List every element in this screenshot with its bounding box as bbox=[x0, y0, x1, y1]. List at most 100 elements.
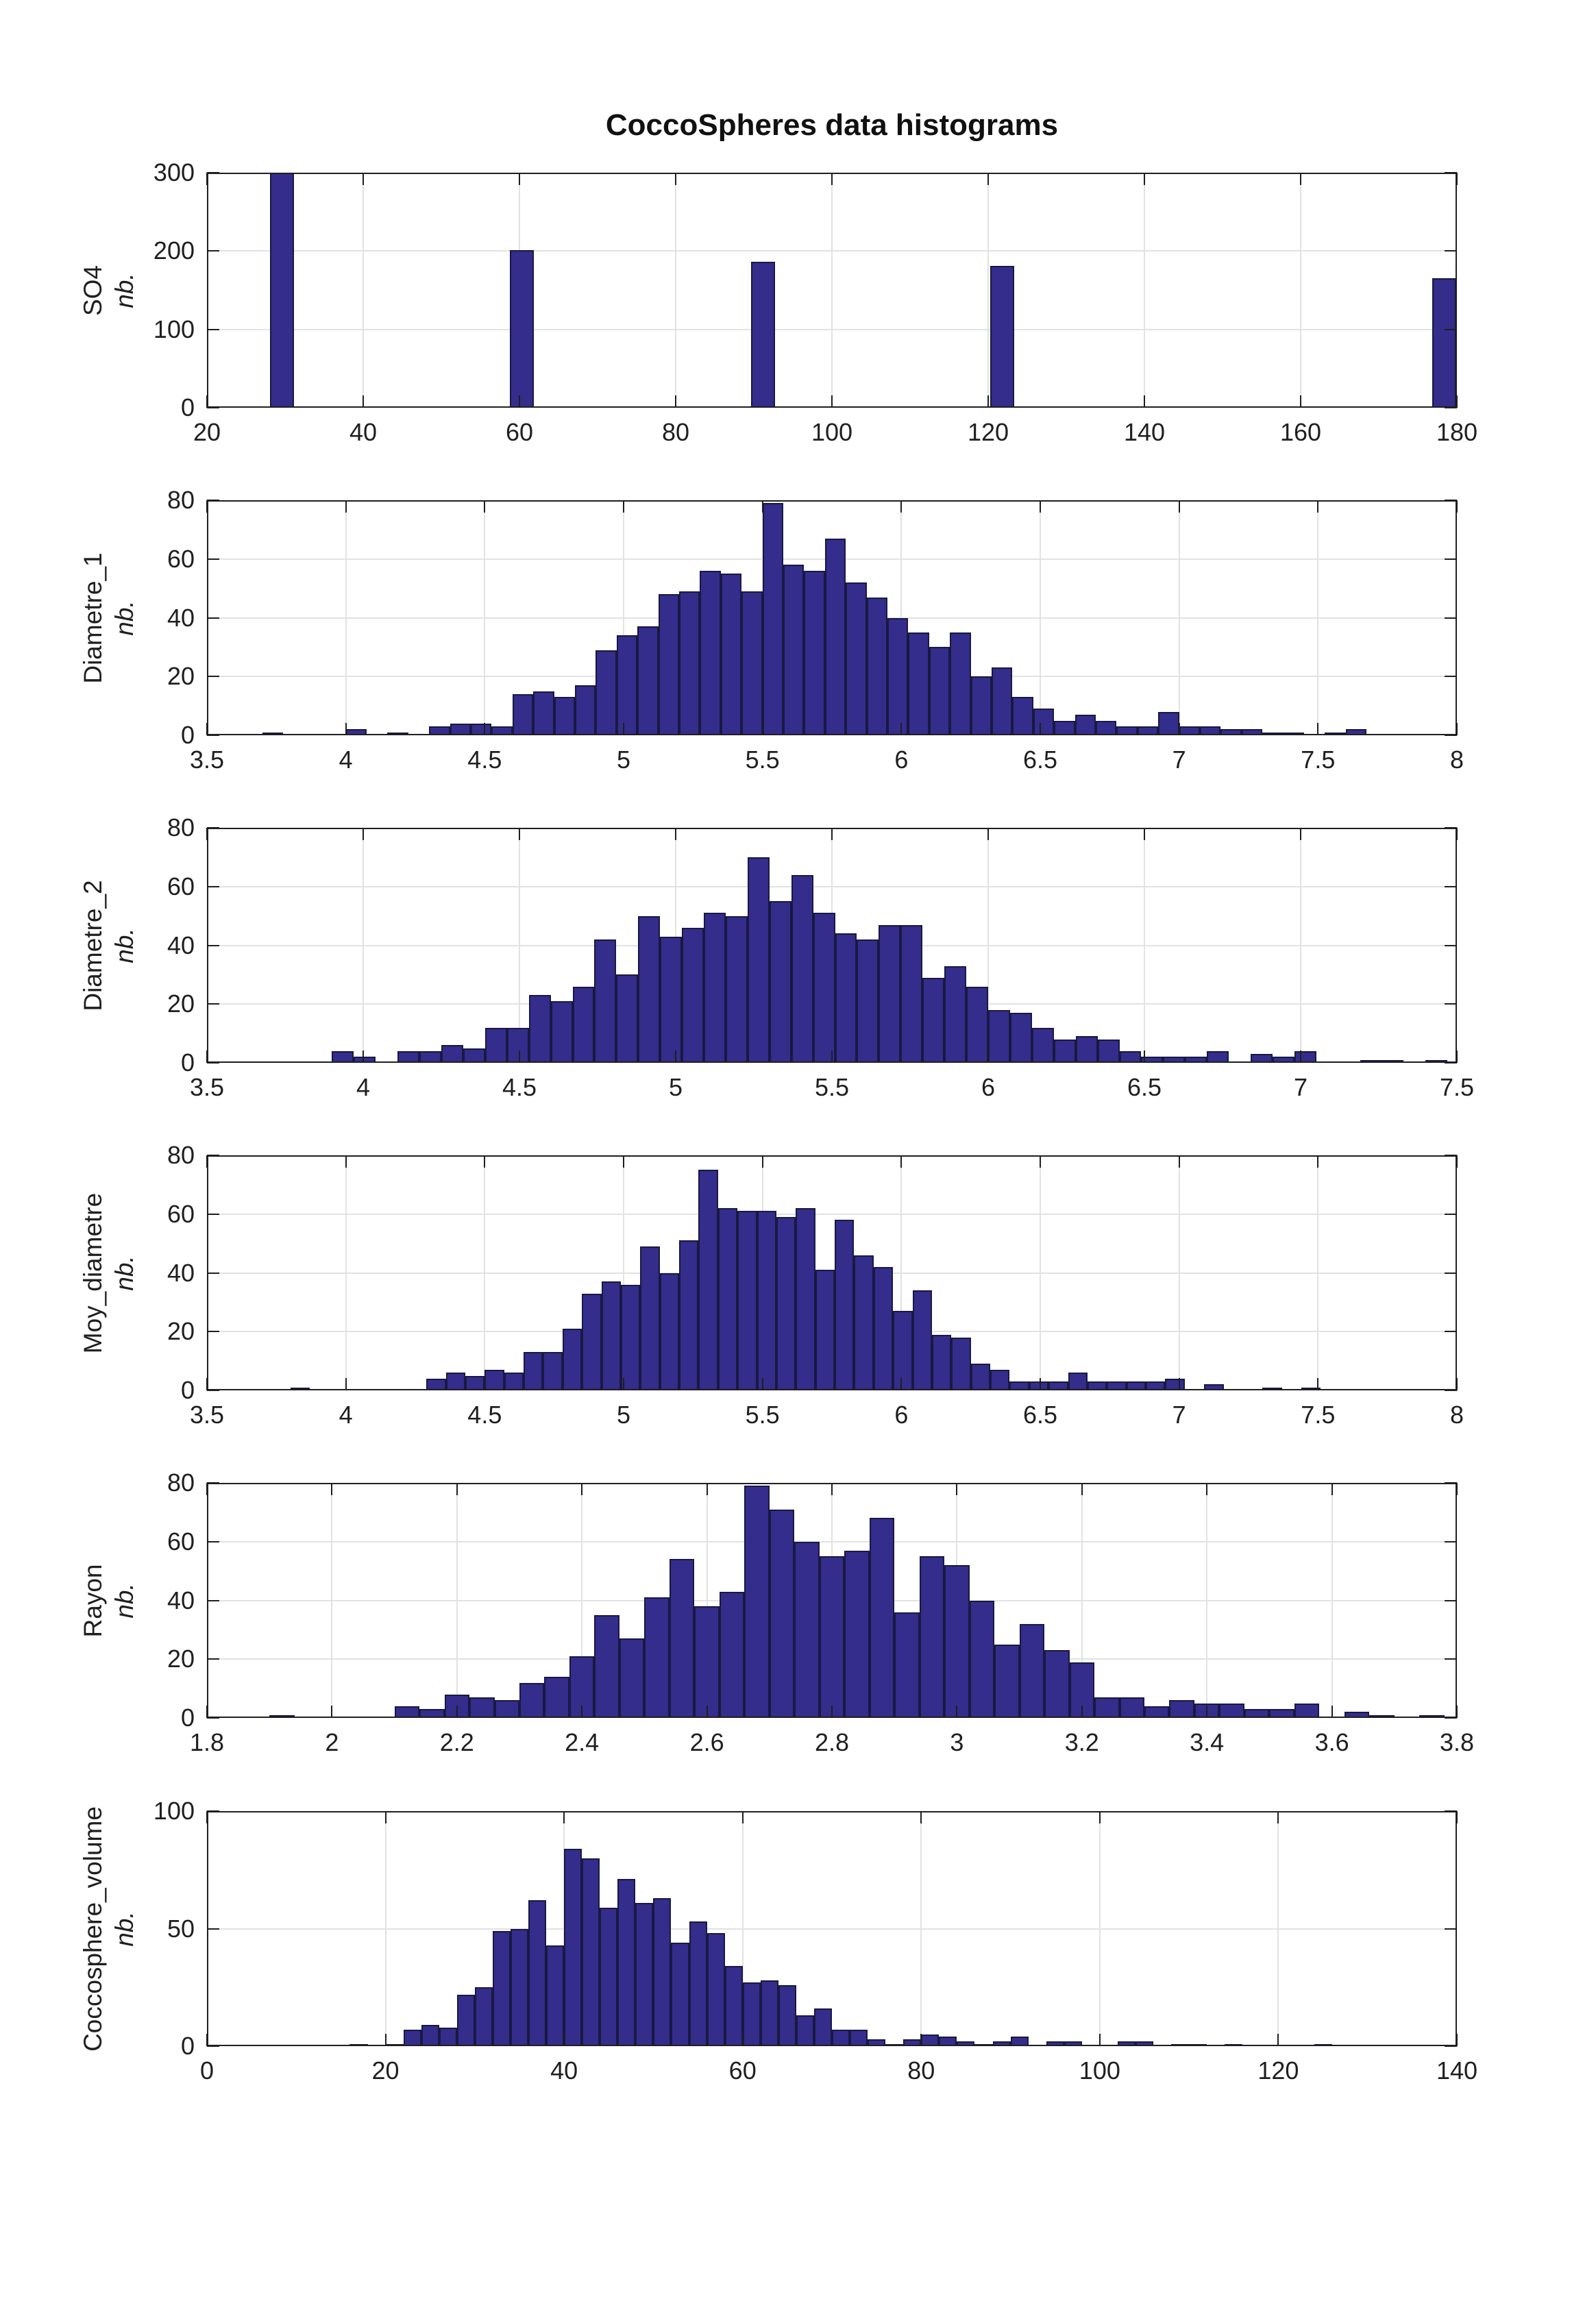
histogram-bar bbox=[575, 685, 596, 735]
y-tick-mark bbox=[1445, 1810, 1457, 1812]
histogram-bar bbox=[1369, 1714, 1395, 1718]
y-axis-label-so4: SO4 bbox=[79, 265, 107, 316]
histogram-bar bbox=[1107, 1381, 1127, 1390]
y-axis-sublabel-nb: nb. bbox=[110, 600, 138, 636]
histogram-bar bbox=[879, 924, 901, 1063]
histogram-bar bbox=[619, 1638, 645, 1718]
histogram-bar bbox=[846, 582, 867, 735]
x-tick-mark bbox=[1317, 1155, 1319, 1168]
x-tick-mark bbox=[1300, 828, 1301, 840]
y-tick-mark bbox=[207, 407, 219, 408]
histogram-bar bbox=[857, 939, 879, 1063]
histogram-bar bbox=[725, 915, 748, 1063]
histogram-bar bbox=[778, 1984, 796, 2046]
y-tick-mark bbox=[207, 1928, 219, 1930]
histogram-bar bbox=[988, 1009, 1010, 1063]
y-tick-mark bbox=[207, 676, 219, 678]
y-tick-mark bbox=[1445, 1658, 1457, 1660]
histogram-bar bbox=[469, 1697, 495, 1718]
x-tick-mark bbox=[1040, 1155, 1041, 1168]
x-tick-mark bbox=[484, 1155, 486, 1168]
histogram-bar bbox=[596, 650, 617, 735]
x-tick-mark bbox=[1206, 1706, 1208, 1718]
y-tick-mark bbox=[1445, 827, 1457, 828]
histogram-bar bbox=[908, 632, 929, 735]
x-tick-mark bbox=[831, 1483, 833, 1495]
y-tick-mark bbox=[1445, 735, 1457, 736]
x-tick-mark bbox=[456, 1706, 458, 1718]
histogram-bar bbox=[815, 1270, 835, 1390]
x-tick-mark bbox=[1456, 828, 1458, 840]
histogram-bar bbox=[1225, 2043, 1243, 2046]
histogram-bar bbox=[456, 1994, 475, 2046]
histogram-bar bbox=[439, 2027, 457, 2046]
x-tick-mark bbox=[761, 723, 763, 735]
y-tick-label: 40 bbox=[167, 603, 195, 632]
x-tick-mark bbox=[206, 1050, 208, 1063]
y-tick-label: 80 bbox=[167, 813, 195, 841]
x-tick-mark bbox=[831, 1050, 833, 1063]
x-tick-mark bbox=[761, 1378, 763, 1390]
plot-area-so4 bbox=[206, 172, 1458, 408]
x-tick-mark bbox=[987, 1050, 989, 1063]
x-tick-mark bbox=[1456, 173, 1458, 185]
x-tick-mark bbox=[900, 1155, 903, 1168]
x-tick-mark bbox=[706, 1706, 708, 1718]
histogram-bar bbox=[783, 565, 805, 735]
histogram-bar bbox=[707, 1933, 725, 2046]
histogram-bar bbox=[635, 1902, 654, 2046]
y-tick-label: 100 bbox=[153, 1797, 195, 1825]
histogram-bar bbox=[385, 2043, 404, 2046]
x-tick-mark bbox=[1206, 1483, 1208, 1495]
histogram-bar bbox=[757, 1211, 776, 1390]
x-tick-label: 20 bbox=[193, 418, 221, 446]
x-tick-mark bbox=[706, 1483, 708, 1495]
histogram-bar bbox=[717, 1208, 738, 1390]
y-tick-mark bbox=[1445, 328, 1457, 330]
histogram-bar bbox=[269, 173, 295, 408]
histogram-bar bbox=[719, 1591, 745, 1718]
y-axis-label-moy_diametre: Moy_diametre bbox=[79, 1192, 107, 1353]
histogram-bar bbox=[509, 250, 535, 408]
y-tick-mark bbox=[207, 2045, 219, 2047]
x-tick-mark bbox=[1277, 1811, 1279, 1823]
gridline-vertical bbox=[831, 173, 833, 408]
y-tick-label: 0 bbox=[180, 1376, 195, 1404]
y-tick-mark bbox=[207, 1540, 219, 1542]
y-tick-mark bbox=[207, 172, 219, 173]
x-tick-mark bbox=[206, 1378, 208, 1390]
x-tick-label: 120 bbox=[967, 418, 1009, 446]
histogram-bar bbox=[1189, 2043, 1207, 2046]
histogram-bar bbox=[620, 1284, 641, 1390]
histogram-bar bbox=[616, 974, 639, 1063]
x-tick-mark bbox=[206, 500, 208, 513]
x-tick-mark bbox=[1081, 1706, 1083, 1718]
y-tick-mark bbox=[207, 1599, 219, 1601]
histogram-bar bbox=[957, 2041, 975, 2046]
x-tick-label: 4.5 bbox=[467, 1401, 502, 1429]
histogram-bar bbox=[512, 693, 534, 735]
histogram-bar bbox=[671, 1943, 689, 2046]
histogram-bar bbox=[689, 1921, 707, 2046]
histogram-bar bbox=[1046, 2041, 1064, 2046]
x-tick-mark bbox=[1144, 1050, 1145, 1063]
gridline-vertical bbox=[1300, 173, 1301, 408]
histogram-bar bbox=[760, 1980, 778, 2046]
x-tick-label: 6 bbox=[981, 1073, 996, 1101]
plot-area-moy_diametre bbox=[206, 1155, 1458, 1391]
histogram-bar bbox=[931, 1334, 952, 1390]
histogram-bar bbox=[510, 1928, 529, 2046]
histogram-bar bbox=[1165, 1378, 1185, 1390]
histogram-bar bbox=[262, 732, 284, 735]
y-tick-mark bbox=[1445, 172, 1457, 173]
x-tick-mark bbox=[1178, 1378, 1180, 1390]
histogram-bar bbox=[832, 2030, 850, 2046]
x-tick-label: 7 bbox=[1172, 746, 1186, 774]
y-tick-mark bbox=[1445, 1272, 1457, 1274]
histogram-bar bbox=[638, 915, 661, 1063]
histogram-bar bbox=[528, 995, 551, 1063]
histogram-bar bbox=[1314, 2043, 1332, 2046]
histogram-bar bbox=[919, 1556, 945, 1718]
histogram-bar bbox=[869, 1518, 895, 1718]
histogram-bar bbox=[653, 1897, 672, 2046]
